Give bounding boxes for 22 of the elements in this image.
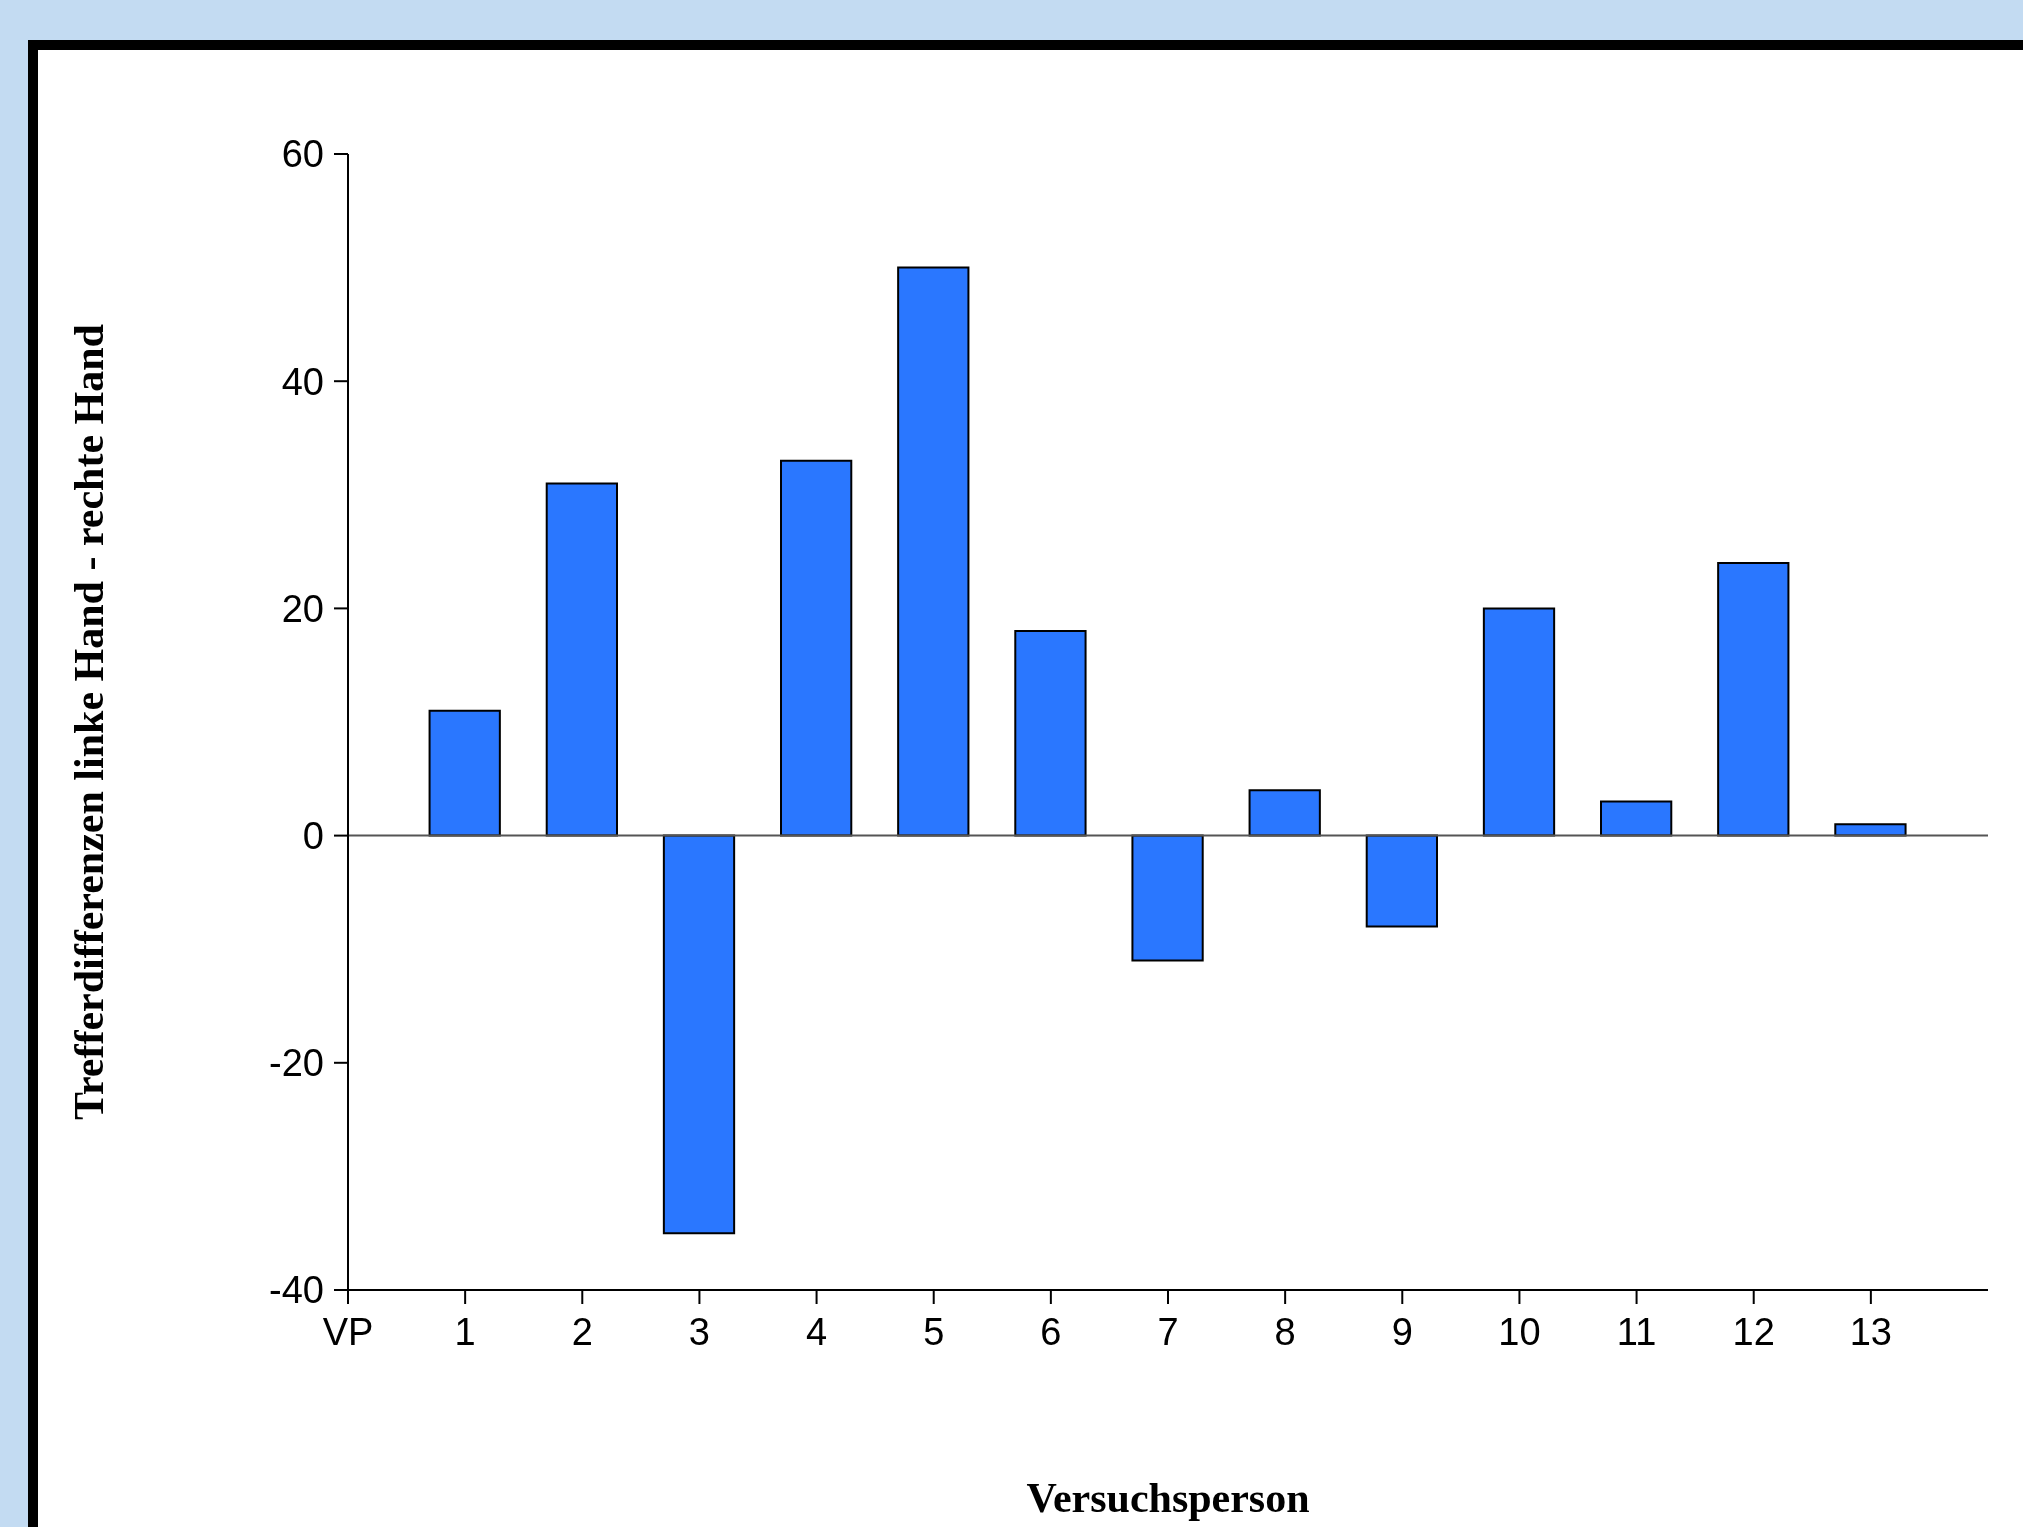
x-tick-label: 4 bbox=[806, 1310, 828, 1353]
x-tick-label: 3 bbox=[688, 1310, 710, 1353]
y-tick-label: 40 bbox=[281, 360, 324, 403]
x-tick-label: 12 bbox=[1732, 1310, 1775, 1353]
x-tick-label: 5 bbox=[923, 1310, 945, 1353]
x-tick-label: 8 bbox=[1274, 1310, 1296, 1353]
x-tick-label: 13 bbox=[1849, 1310, 1892, 1353]
x-axis-title: Versuchsperson bbox=[1026, 1475, 1310, 1521]
x-tick-label: 10 bbox=[1498, 1310, 1541, 1353]
x-tick-label: 7 bbox=[1157, 1310, 1179, 1353]
y-tick-label: 20 bbox=[281, 587, 324, 630]
y-tick-label: -40 bbox=[269, 1269, 324, 1312]
y-tick-label: 0 bbox=[302, 815, 324, 858]
x-tick-label: 2 bbox=[571, 1310, 593, 1353]
y-axis-title: Trefferdifferenzen linke Hand - rechte Hand bbox=[65, 324, 112, 1120]
x-tick-label: 6 bbox=[1040, 1310, 1062, 1353]
x-tick-label: VP bbox=[322, 1310, 374, 1353]
y-tick-label: 60 bbox=[281, 133, 324, 176]
x-tick-label: 9 bbox=[1391, 1310, 1413, 1353]
y-tick-label: -20 bbox=[269, 1042, 324, 1085]
x-tick-label: 1 bbox=[454, 1310, 476, 1353]
x-tick-label: 11 bbox=[1616, 1310, 1657, 1353]
